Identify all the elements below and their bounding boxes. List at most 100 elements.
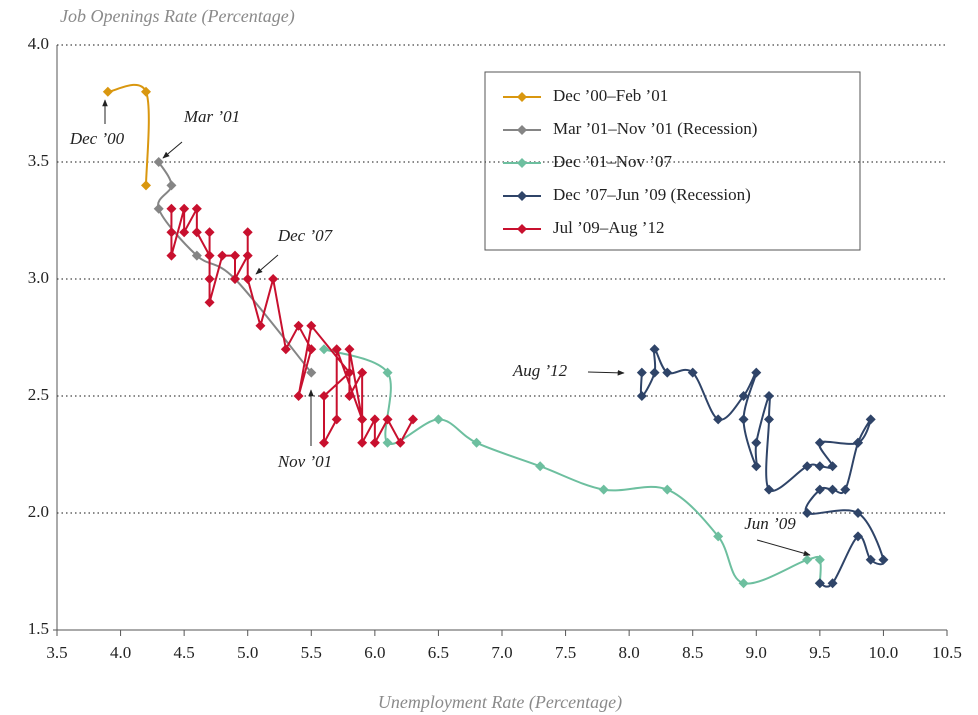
data-point [369, 437, 380, 448]
data-point [649, 344, 660, 355]
annotation: Mar ’01 [183, 107, 240, 126]
data-point [636, 367, 647, 378]
data-point [802, 554, 813, 565]
data-point [319, 391, 329, 401]
data-point [306, 320, 317, 331]
data-point [751, 437, 762, 448]
data-point [230, 274, 240, 284]
x-tick-label: 7.0 [491, 643, 512, 662]
data-point [865, 414, 876, 425]
annotation-arrow [162, 141, 183, 159]
data-point [878, 554, 889, 565]
x-axis-title: Unemployment Rate (Percentage) [378, 692, 622, 713]
legend-marker [517, 224, 527, 234]
data-point [802, 508, 813, 518]
legend-marker [517, 158, 527, 168]
legend-marker [517, 191, 527, 201]
data-point [141, 86, 151, 97]
data-point [166, 227, 177, 238]
data-point [814, 578, 825, 589]
data-point [319, 344, 329, 355]
data-point [840, 484, 851, 495]
x-tick-label: 6.0 [364, 643, 385, 662]
x-tick-label: 5.0 [237, 643, 258, 662]
data-point [166, 250, 177, 261]
data-point [369, 414, 380, 425]
x-tick-label: 3.5 [46, 643, 67, 662]
data-point [204, 227, 215, 238]
data-point [598, 484, 609, 495]
data-point [230, 250, 240, 261]
data-point [102, 86, 113, 97]
data-point [751, 367, 762, 378]
data-point [204, 274, 215, 284]
data-point [242, 250, 253, 261]
data-point [191, 203, 202, 214]
x-tick-label: 7.5 [555, 643, 576, 662]
series-line [639, 348, 885, 588]
legend-label: Jul ’09–Aug ’12 [553, 218, 664, 237]
data-point [738, 414, 749, 425]
data-point [191, 227, 202, 238]
legend-marker [517, 92, 527, 102]
legend-marker [517, 125, 527, 135]
x-tick-label: 9.5 [809, 643, 830, 662]
annotation: Dec ’00 [69, 129, 125, 148]
data-point [293, 391, 304, 401]
data-point [738, 391, 749, 401]
x-tick-label: 8.5 [682, 643, 703, 662]
y-tick-label: 4.0 [28, 34, 49, 53]
annotation-arrow [587, 370, 625, 376]
legend-label: Dec ’07–Jun ’09 (Recession) [553, 185, 751, 204]
data-point [814, 554, 825, 565]
data-point [344, 391, 355, 401]
legend-label: Mar ’01–Nov ’01 (Recession) [553, 119, 757, 138]
annotation-arrow [255, 254, 279, 275]
y-tick-label: 3.5 [28, 151, 49, 170]
data-point [382, 367, 393, 378]
data-point [344, 344, 355, 355]
data-point [535, 461, 546, 472]
data-point [382, 437, 393, 448]
data-point [814, 461, 825, 472]
data-point [166, 203, 177, 214]
data-point [395, 437, 406, 448]
data-point [853, 508, 863, 518]
annotation: Jun ’09 [744, 514, 796, 533]
legend-label: Dec ’01–Nov ’07 [553, 152, 672, 171]
data-point [751, 461, 762, 472]
legend-box [484, 71, 861, 251]
data-point [764, 484, 774, 495]
y-tick-label: 1.5 [28, 619, 49, 638]
data-point [853, 437, 863, 448]
x-tick-label: 8.0 [619, 643, 640, 662]
data-point [357, 414, 368, 425]
y-tick-label: 3.0 [28, 268, 49, 287]
data-point [764, 414, 774, 425]
y-tick-label: 2.0 [28, 502, 49, 521]
data-point [357, 437, 368, 448]
x-tick-label: 10.5 [932, 643, 962, 662]
data-point [814, 484, 825, 495]
data-point [687, 367, 698, 378]
x-tick-label: 4.5 [174, 643, 195, 662]
data-point [649, 367, 660, 378]
data-point [306, 367, 317, 378]
data-point [827, 484, 838, 495]
data-point [853, 531, 863, 542]
data-point [764, 391, 774, 401]
data-point [471, 437, 482, 448]
data-point [242, 274, 253, 284]
y-tick-label: 2.5 [28, 385, 49, 404]
annotation-arrow [756, 539, 811, 556]
data-point [319, 437, 329, 448]
data-point [204, 297, 215, 308]
data-point [865, 554, 876, 565]
data-point [827, 578, 838, 589]
data-point [357, 367, 368, 378]
data-point [433, 414, 444, 425]
data-point [141, 180, 151, 191]
data-point [331, 344, 342, 355]
annotation: Nov ’01 [277, 452, 332, 471]
